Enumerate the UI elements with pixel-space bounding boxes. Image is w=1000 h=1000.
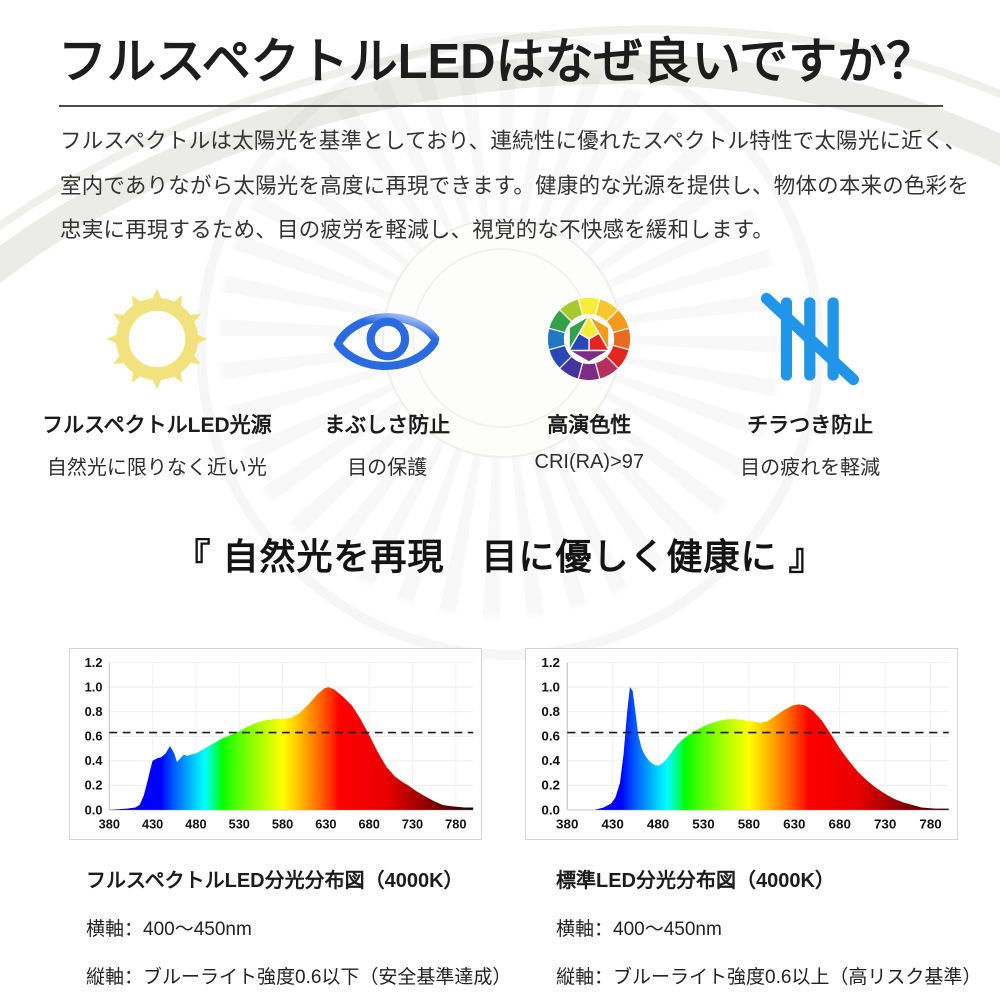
chart-caption-title: 標準LED分光分布図（4000K） [556, 870, 835, 892]
slogan-text: 『 自然光を再現 目に優しく健康に 』 [174, 536, 826, 577]
feature-label: フルスペクトルLED光源 [42, 414, 272, 437]
feature-label: まぶしさ防止 [324, 414, 451, 437]
page-title: フルスペクトルLEDはなぜ良いですか？ [58, 35, 936, 89]
svg-text:0.8: 0.8 [85, 705, 103, 719]
svg-text:1.0: 1.0 [85, 681, 103, 695]
svg-text:430: 430 [601, 817, 623, 832]
chart-caption-yaxis: 縦軸：ブルーライト強度0.6以上（高リスク基準） [556, 967, 982, 988]
svg-text:0.0: 0.0 [541, 803, 560, 818]
svg-text:680: 680 [359, 817, 380, 831]
svg-text:1.2: 1.2 [85, 656, 103, 670]
intro-line: 室内でありながら太陽光を高度に再現できます。健康的な光源を提供し、物体の本来の色… [60, 173, 970, 198]
full-spectrum-chart-column: 1.2 1.0 0.8 0.6 0.4 0.2 0.0 380 430 480 530 580 630 6… [69, 648, 512, 989]
svg-text:0.2: 0.2 [85, 779, 103, 793]
intro-paragraph: フルスペクトルは太陽光を基準としており、連続性に優れたスペクトル特性で太陽光に近… [60, 119, 970, 253]
svg-text:730: 730 [874, 817, 896, 832]
features-row: フルスペクトルLED光源 自然光に限りなく近い光 [30, 283, 970, 480]
svg-text:0.2: 0.2 [541, 778, 560, 793]
sun-icon [30, 283, 284, 395]
svg-text:1.2: 1.2 [541, 655, 560, 670]
chart-caption-xaxis: 横軸：400～450nm [86, 919, 252, 940]
chart-caption-xaxis: 横軸：400～450nm [556, 919, 722, 940]
svg-text:0.6: 0.6 [541, 729, 560, 744]
standard-led-chart-column: 1.2 1.0 0.8 0.6 0.4 0.2 0.0 380 430 480 530 580 630 6… [525, 648, 982, 989]
svg-text:0.0: 0.0 [85, 803, 103, 817]
svg-text:730: 730 [402, 817, 423, 831]
svg-text:0.8: 0.8 [541, 704, 560, 719]
svg-text:380: 380 [99, 817, 120, 831]
feature-sublabel: 目の保護 [347, 457, 428, 479]
standard-led-spectrum-chart: 1.2 1.0 0.8 0.6 0.4 0.2 0.0 380 430 480 530 580 630 6… [525, 648, 958, 840]
color-wheel-icon [491, 283, 688, 395]
feature-sublabel: CRI(RA)>97 [534, 451, 645, 473]
intro-line: フルスペクトルは太陽光を基準としており、連続性に優れたスペクトル特性で太陽光に近… [60, 129, 967, 153]
svg-text:780: 780 [445, 817, 466, 831]
svg-text:0.4: 0.4 [541, 754, 560, 769]
full-spectrum-chart-caption: フルスペクトルLED分光分布図（4000K） 横軸：400～450nm 縦軸：ブ… [69, 864, 512, 989]
svg-text:430: 430 [142, 817, 163, 831]
feature-label: チラつき防止 [747, 414, 874, 437]
feature-sublabel: 自然光に限りなく近い光 [46, 457, 267, 479]
svg-text:480: 480 [185, 817, 206, 831]
svg-text:380: 380 [556, 817, 578, 832]
svg-text:580: 580 [272, 817, 293, 831]
feature-anti-glare: まぶしさ防止 目の保護 [284, 283, 491, 480]
full-spectrum-led-spectrum-chart: 1.2 1.0 0.8 0.6 0.4 0.2 0.0 380 430 480 530 580 630 6… [69, 648, 482, 840]
svg-text:530: 530 [692, 817, 714, 832]
svg-text:530: 530 [229, 817, 250, 831]
feature-high-cri: 高演色性 CRI(RA)>97 [491, 283, 688, 480]
feature-sublabel: 目の疲れを軽減 [740, 457, 881, 479]
svg-text:780: 780 [919, 817, 941, 832]
svg-text:1.0: 1.0 [541, 680, 560, 695]
svg-text:0.6: 0.6 [85, 730, 103, 744]
intro-line: 忠実に再現するため、目の疲労を軽減し、視覚的な不快感を緩和します。 [60, 218, 774, 242]
title-divider [59, 105, 943, 107]
feature-full-spectrum-source: フルスペクトルLED光源 自然光に限りなく近い光 [30, 283, 284, 480]
chart-caption-title: フルスペクトルLED分光分布図（4000K） [86, 870, 464, 892]
svg-text:630: 630 [783, 817, 805, 832]
charts-row: 1.2 1.0 0.8 0.6 0.4 0.2 0.0 380 430 480 530 580 630 6… [0, 648, 1000, 989]
standard-led-chart-caption: 標準LED分光分布図（4000K） 横軸：400～450nm 縦軸：ブルーライト… [525, 864, 982, 989]
svg-text:630: 630 [315, 817, 336, 831]
svg-text:0.4: 0.4 [85, 754, 103, 768]
feature-anti-flicker: チラつき防止 目の疲れを軽減 [688, 283, 932, 480]
flicker-icon [688, 283, 932, 395]
svg-text:480: 480 [647, 817, 669, 832]
eye-icon [284, 283, 491, 395]
chart-caption-yaxis: 縦軸：ブルーライト強度0.6以下（安全基準達成） [86, 967, 512, 988]
svg-text:680: 680 [829, 817, 851, 832]
feature-label: 高演色性 [547, 414, 632, 437]
svg-text:580: 580 [738, 817, 760, 832]
